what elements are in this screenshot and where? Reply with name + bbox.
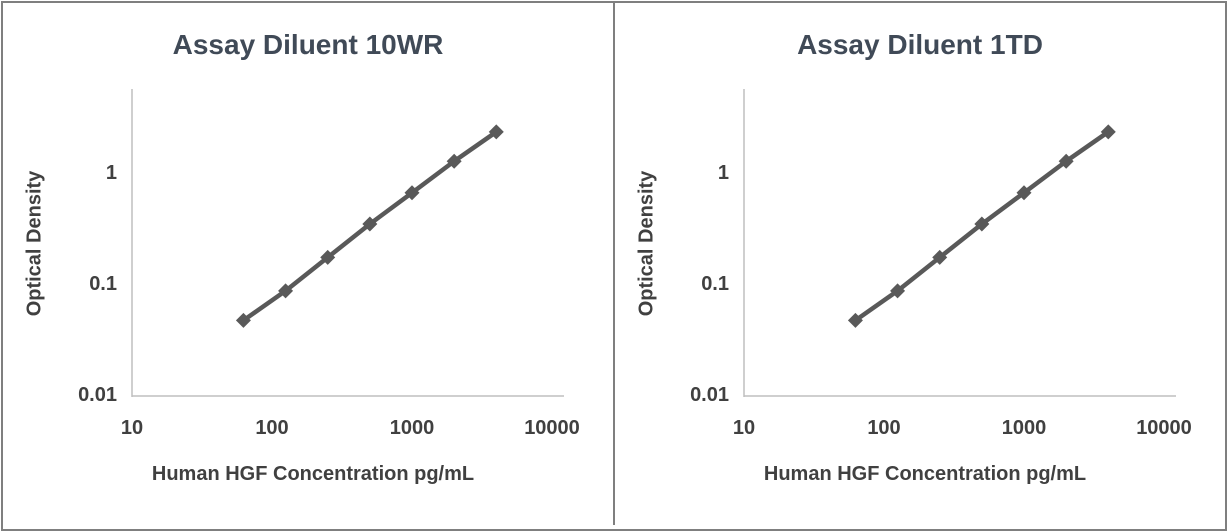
- data-point-marker: [1016, 185, 1032, 201]
- chart-title-1td: Assay Diluent 1TD: [797, 29, 1043, 60]
- data-point-marker: [404, 185, 420, 201]
- data-point-marker: [320, 249, 336, 265]
- data-point-marker: [932, 249, 948, 265]
- x-axis-label: Human HGF Concentration pg/mL: [151, 463, 475, 485]
- data-point-marker: [890, 283, 906, 299]
- data-point-marker: [1100, 124, 1116, 140]
- y-tick-label: 0.01: [78, 384, 117, 406]
- x-tick-label: 100: [255, 417, 288, 439]
- x-tick-label: 10000: [1136, 417, 1192, 439]
- chart-canvas-10wr: 0.01 0.1 1 10 100 1000 10000: [78, 89, 580, 439]
- x-tick-label: 1000: [390, 417, 435, 439]
- data-point-marker: [1058, 153, 1074, 169]
- data-point-marker: [362, 216, 378, 232]
- y-tick-label: 1: [718, 162, 729, 184]
- x-tick-label: 10: [121, 417, 143, 439]
- data-point-marker: [446, 153, 462, 169]
- panel-divider: [613, 3, 615, 525]
- y-tick-label: 0.01: [690, 384, 729, 406]
- x-axis-label: Human HGF Concentration pg/mL: [763, 463, 1087, 485]
- chart-canvas-1td: 0.01 0.1 1 10 100 1000 10000: [690, 89, 1192, 439]
- y-tick-label: 1: [106, 162, 117, 184]
- chart-title-10wr: Assay Diluent 10WR: [172, 29, 444, 60]
- chart-panel-1td: Assay Diluent 1TD Optical Density 0.01 0.…: [615, 3, 1225, 525]
- x-tick-label: 1000: [1002, 417, 1047, 439]
- y-tick-label: 0.1: [701, 273, 729, 295]
- chart-panel-10wr: Assay Diluent 10WR Optical Density 0.01 0…: [3, 3, 613, 525]
- data-point-marker: [278, 283, 294, 299]
- x-tick-label: 10: [733, 417, 755, 439]
- y-tick-label: 0.1: [89, 273, 117, 295]
- x-tick-label: 10000: [524, 417, 580, 439]
- data-point-marker: [235, 312, 251, 328]
- data-point-marker: [847, 312, 863, 328]
- x-tick-label: 100: [867, 417, 900, 439]
- data-point-marker: [974, 216, 990, 232]
